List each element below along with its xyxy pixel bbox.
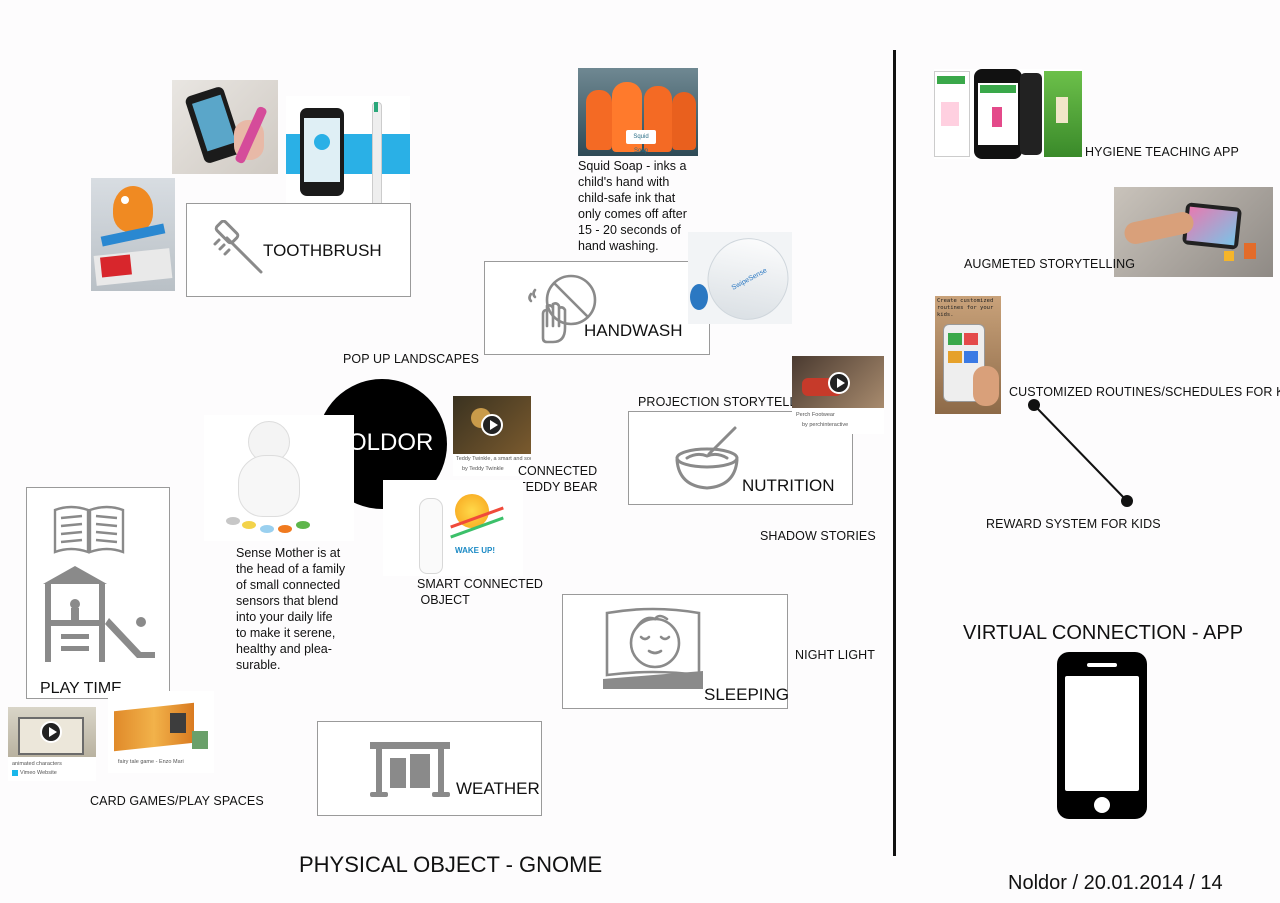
section-divider: [893, 50, 896, 856]
teddy-video-author: by Teddy Twinkle: [462, 466, 504, 472]
routines-app-headline: Create customized routines for your kids…: [937, 298, 994, 318]
play-icon[interactable]: [481, 414, 503, 436]
perch-video-thumbnail[interactable]: Perch Footwear by perchinteractive: [792, 356, 884, 434]
night-light-label: NIGHT LIGHT: [795, 648, 876, 662]
routines-label: CUSTOMIZED ROUTINES/SCHEDULES FOR KIDS: [1009, 385, 1280, 399]
bowl-icon: [675, 426, 739, 490]
augmented-storytelling-label: AUGMETED STORYTELLING: [964, 257, 1136, 271]
clothes-rack-icon: [370, 742, 450, 797]
wakeup-text: WAKE UP!: [455, 546, 495, 555]
hygiene-app-screens: [934, 69, 1082, 159]
fairy-tale-game-photo: fairy tale game - Enzo Mari: [108, 691, 214, 773]
reward-system-label: REWARD SYSTEM FOR KIDS: [986, 517, 1161, 531]
vimeo-icon: [12, 770, 18, 776]
footer-label: Noldor / 20.01.2014 / 14: [1008, 872, 1223, 894]
connected-teddy-label: CONNECTED TEDDY BEAR: [518, 464, 598, 494]
connector-dot-end: [1121, 495, 1133, 507]
squid-soap-caption: Squid Soap - inks a child's hand with ch…: [578, 159, 687, 253]
sense-mother-photo: [204, 415, 354, 541]
playtime-box: PLAY TIME: [26, 487, 170, 699]
animated-video-caption: animated characters: [12, 761, 62, 767]
augmented-storytelling-photo: [1114, 187, 1273, 277]
reward-connector: [1028, 399, 1133, 507]
smart-toothbrush-photo: [286, 96, 410, 224]
hygiene-app-label: HYGIENE TEACHING APP: [1085, 145, 1239, 159]
shadow-stories-label: SHADOW STORIES: [760, 529, 876, 543]
smart-object-photo: WAKE UP!: [383, 480, 523, 576]
toothbrush-box: TOOTHBRUSH: [186, 203, 411, 297]
toothpaste-creature-photo: [91, 178, 175, 291]
phone-toothbrush-photo: [172, 80, 278, 174]
sense-mother-caption: Sense Mother is at the head of a family …: [236, 546, 346, 672]
handwash-title: HANDWASH: [584, 321, 683, 340]
weather-box: WEATHER: [317, 721, 542, 816]
phone-screen: [1065, 676, 1139, 791]
sleeping-title: SLEEPING: [704, 685, 790, 704]
swipesense-photo: SwipeSense: [688, 232, 792, 324]
routines-app-photo: Create customized routines for your kids…: [935, 296, 1001, 414]
nutrition-title: NUTRITION: [742, 476, 835, 495]
perch-video-caption: Perch Footwear: [796, 412, 835, 418]
fairy-tale-caption: fairy tale game - Enzo Mari: [118, 759, 184, 765]
physical-heading: PHYSICAL OBJECT - GNOME: [299, 852, 603, 877]
play-icon[interactable]: [40, 721, 62, 743]
book-icon: [53, 505, 125, 554]
perch-video-author: by perchinteractive: [802, 422, 849, 428]
connector-dot-start: [1028, 399, 1040, 411]
phone-speaker: [1087, 663, 1117, 667]
virtual-heading: VIRTUAL CONNECTION - APP: [963, 622, 1244, 644]
squid-soap-photo: Squid Soap: [578, 68, 698, 156]
smart-object-label: SMART CONNECTED OBJECT: [417, 577, 543, 607]
animated-characters-video[interactable]: animated characters Vimeo Website: [8, 707, 96, 781]
handwash-icon: [528, 274, 597, 344]
projection-storytelling-label: PROJECTION STORYTELLING: [638, 395, 820, 409]
pop-up-landscapes-label: POP UP LANDSCAPES: [343, 352, 480, 366]
teddy-video-thumbnail[interactable]: Teddy Twinkle, a smart and social toy by…: [453, 396, 531, 476]
squidsoap-logo-text: Squid Soap: [626, 130, 656, 154]
handwash-box: HANDWASH: [484, 261, 710, 355]
sleeping-box: SLEEPING: [562, 594, 790, 709]
teddy-video-caption: Teddy Twinkle, a smart and social toy: [456, 456, 531, 462]
animated-video-author: Vimeo Website: [20, 770, 57, 776]
playtime-title: PLAY TIME: [40, 680, 122, 697]
sleeping-face-icon: [603, 607, 703, 689]
playground-icon: [43, 566, 155, 662]
toothbrush-title: TOOTHBRUSH: [263, 241, 382, 260]
play-icon[interactable]: [828, 372, 850, 394]
toothbrush-icon: [213, 220, 263, 274]
phone-home-button: [1094, 797, 1110, 813]
card-games-label: CARD GAMES/PLAY SPACES: [90, 794, 264, 808]
smartphone-icon: [1057, 652, 1147, 819]
weather-title: WEATHER: [456, 779, 540, 798]
